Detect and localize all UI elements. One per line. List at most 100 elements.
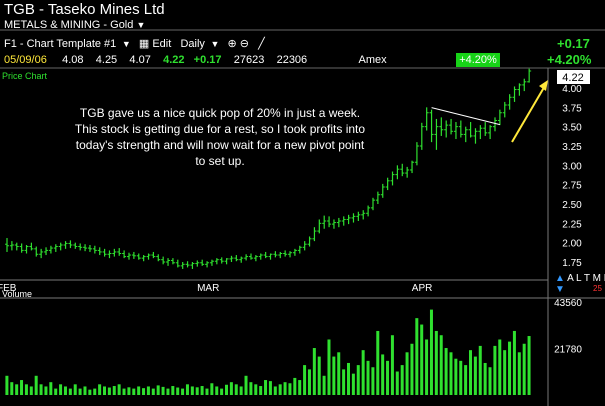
edit-button[interactable]: ▦ Edit [139, 38, 181, 50]
volume-bar [327, 339, 331, 395]
quote-exchange: Amex [358, 54, 387, 66]
volume-bar [181, 388, 185, 395]
volume-bar [415, 318, 419, 395]
volume-bar [347, 362, 350, 395]
title-separator: - [39, 1, 45, 18]
side-button-l[interactable]: L [576, 273, 582, 284]
ticker-symbol: TGB [4, 1, 35, 18]
volume-bar [254, 384, 258, 395]
trendline [431, 107, 501, 126]
volume-bar [83, 386, 87, 395]
template-dropdown[interactable]: F1 - Chart Template #1 ▼ [4, 38, 139, 50]
volume-bar [356, 365, 360, 395]
pct-change-badge: +4.20% [456, 53, 500, 67]
quote-line: 05/09/06 4.08 4.25 4.07 4.22 +0.17 27623… [4, 54, 387, 66]
volume-bar [161, 386, 165, 395]
volume-bar [132, 388, 136, 395]
volume-bar [54, 388, 58, 395]
volume-bar [273, 386, 277, 395]
chart-annotation: TGB gave us a nice quick pop of 20% in j… [74, 106, 366, 168]
volume-bar [142, 388, 146, 395]
side-button-t[interactable]: T [583, 273, 590, 284]
draw-tool-icon[interactable]: ╱ [258, 38, 265, 50]
side-button-m[interactable]: M [592, 273, 601, 284]
volume-bar [117, 384, 121, 395]
volume-bar [268, 381, 272, 395]
volume-label: Volume [2, 289, 33, 299]
volume-bar [444, 348, 448, 395]
side-button-a[interactable]: A [567, 273, 574, 284]
volume-bar [39, 384, 43, 395]
side-number: 25 [593, 284, 602, 293]
volume-bar [234, 384, 238, 395]
volume-bar [386, 360, 390, 395]
volume-bar [390, 335, 394, 395]
volume-bar [361, 350, 365, 395]
month-label: MAR [197, 283, 219, 294]
volume-bar [166, 388, 170, 395]
volume-bar [322, 375, 326, 395]
volume-tick-label: 43560 [554, 298, 582, 309]
scroll-up-icon[interactable]: ▲ [555, 273, 565, 284]
volume-bar [366, 360, 370, 395]
volume-bar [78, 388, 82, 395]
volume-bar [103, 386, 106, 395]
volume-bar [49, 382, 53, 395]
volume-bar [15, 384, 19, 395]
volume-bar [88, 389, 92, 395]
volume-bar [59, 384, 63, 395]
month-label: FEB [0, 283, 17, 294]
volume-bar [259, 386, 263, 395]
volume-bar [205, 388, 209, 395]
volume-bar [488, 367, 492, 395]
price-tick-label: 2.25 [562, 219, 582, 230]
volume-bar [527, 336, 531, 395]
quote-volume: 27623 [233, 54, 265, 66]
zoom-in-icon[interactable]: ⊕ [227, 38, 237, 50]
volume-bar [342, 369, 346, 395]
volume-bar [522, 343, 526, 395]
volume-bar [420, 324, 424, 395]
volume-bar [220, 388, 224, 395]
chevron-down-icon: ▼ [136, 20, 146, 30]
volume-bar [112, 386, 116, 395]
volume-bar [20, 380, 24, 395]
price-tick-label: 2.75 [562, 181, 582, 192]
volume-bar [512, 330, 516, 395]
volume-bar [351, 373, 355, 395]
volume-tick-label: 21780 [554, 345, 582, 356]
company-name: Taseko Mines Ltd [47, 1, 165, 18]
volume-bar [98, 384, 102, 395]
quote-date: 05/09/06 [4, 54, 47, 66]
volume-bar [239, 386, 243, 395]
chevron-down-icon: ▼ [207, 39, 225, 49]
volume-bar [137, 386, 141, 395]
volume-bar [93, 388, 97, 395]
scroll-down-icon[interactable]: ▼ [555, 284, 565, 295]
side-button-l2[interactable]: L [604, 273, 605, 284]
volume-bar [439, 335, 443, 395]
volume-bar [225, 384, 228, 395]
zoom-out-icon[interactable]: ⊖ [239, 38, 249, 50]
volume-bar [293, 377, 297, 395]
volume-bar [425, 339, 429, 395]
price-tick-label: 3.75 [562, 103, 582, 114]
arrow-head-icon [539, 80, 548, 91]
period-dropdown[interactable]: Daily ▼ [180, 38, 227, 50]
price-tick-label: 4.00 [562, 84, 582, 95]
volume-bar [278, 384, 282, 395]
volume-bar [429, 309, 433, 395]
price-tick-label: 2.50 [562, 200, 582, 211]
period-label: Daily [180, 38, 205, 50]
volume-bar [478, 345, 482, 395]
volume-bar [508, 341, 512, 395]
volume-bar [459, 360, 463, 395]
volume-bar [283, 382, 287, 395]
price-tick-label: 3.00 [562, 161, 582, 172]
volume-bar [190, 386, 194, 395]
volume-bar [176, 387, 180, 395]
sector-dropdown[interactable]: METALS & MINING - Gold ▼ [4, 19, 145, 31]
quote-open: 4.08 [62, 54, 84, 66]
price-tick-label: 1.75 [562, 258, 582, 269]
